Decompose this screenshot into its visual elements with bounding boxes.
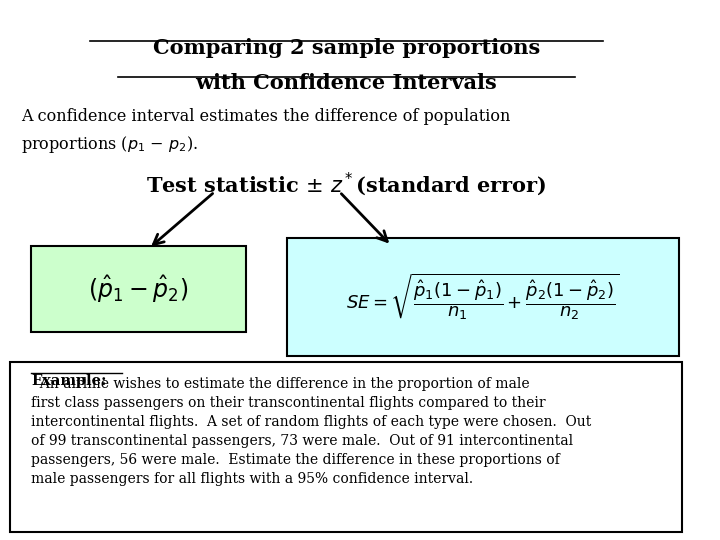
Text: Comparing 2 sample proportions: Comparing 2 sample proportions — [153, 38, 540, 58]
Text: A confidence interval estimates the difference of population: A confidence interval estimates the diff… — [21, 108, 510, 125]
Text: with Confidence Intervals: with Confidence Intervals — [195, 73, 498, 93]
Text: Example:: Example: — [31, 374, 107, 388]
FancyBboxPatch shape — [31, 246, 246, 332]
Text: $(\hat{p}_1 - \hat{p}_2)$: $(\hat{p}_1 - \hat{p}_2)$ — [89, 273, 189, 305]
FancyBboxPatch shape — [10, 362, 683, 532]
FancyBboxPatch shape — [287, 238, 679, 356]
Text: proportions ($p_1$ $-$ $p_2$).: proportions ($p_1$ $-$ $p_2$). — [21, 134, 198, 155]
Text: Test statistic $\pm$ $z^*$(standard error): Test statistic $\pm$ $z^*$(standard erro… — [146, 170, 546, 198]
Text: An airline wishes to estimate the difference in the proportion of male
first cla: An airline wishes to estimate the differ… — [31, 377, 591, 485]
Text: $SE = \sqrt{\dfrac{\hat{p}_1(1-\hat{p}_1)}{n_1} + \dfrac{\hat{p}_2(1-\hat{p}_2)}: $SE = \sqrt{\dfrac{\hat{p}_1(1-\hat{p}_1… — [346, 272, 620, 322]
